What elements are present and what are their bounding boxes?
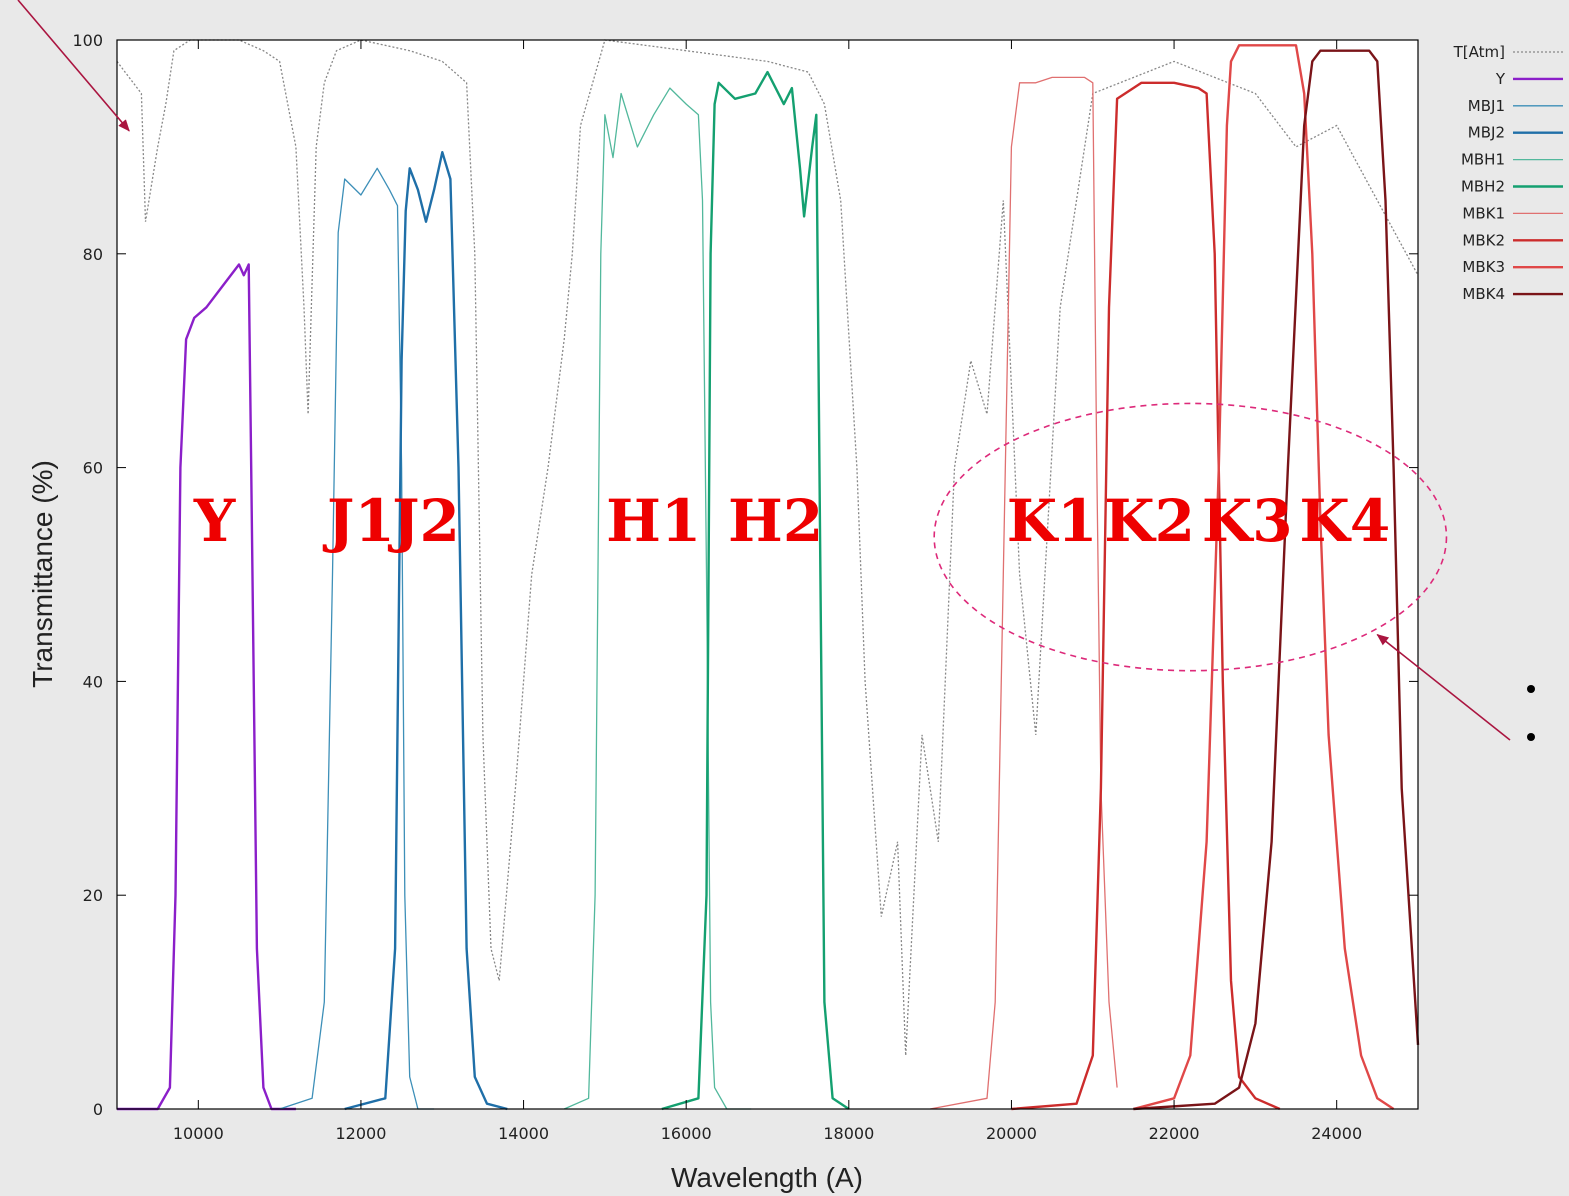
band-label-y: Y: [193, 487, 236, 555]
series-line-mbh2: [661, 70, 850, 1111]
series-line-mbj2: [344, 151, 508, 1111]
legend-label-tatm: T[Atm]: [1453, 43, 1505, 61]
band-label-j1: J1: [322, 487, 395, 555]
legend-label-mbk4: MBK4: [1462, 285, 1505, 303]
band-label-j2: J2: [387, 487, 460, 555]
legend-label-mbj2: MBJ2: [1468, 124, 1505, 142]
series-line-y: [117, 263, 296, 1111]
k-band-highlight-ellipse: [933, 402, 1448, 672]
plot-frame: [116, 39, 1419, 1110]
band-label-k2: K2: [1104, 487, 1195, 555]
y-tick-label: 20: [83, 886, 103, 905]
bullet-point-1: [1527, 685, 1535, 693]
legend-label-y: Y: [1495, 70, 1506, 88]
x-axis-title: Wavelength (A): [671, 1162, 863, 1193]
band-label-h1: H1: [606, 487, 701, 555]
x-tick-label: 14000: [498, 1124, 549, 1143]
series-line-mbj1: [279, 167, 435, 1110]
y-tick-label: 0: [93, 1100, 103, 1119]
band-label-h2: H2: [728, 487, 823, 555]
legend: T[Atm] Y MBJ1 MBJ2 MBH1 MBH2 MBK1 MBK2 MBK3 MBK4: [1453, 43, 1563, 303]
x-tick-label: 24000: [1311, 1124, 1362, 1143]
plot-background: [117, 40, 1418, 1109]
x-tick-label: 18000: [823, 1124, 874, 1143]
series-line-mbk1: [929, 76, 1118, 1110]
x-tick-label: 22000: [1149, 1124, 1200, 1143]
bullet-point-2: [1527, 733, 1535, 741]
x-tick-label: 12000: [335, 1124, 386, 1143]
axis-ticks: 10000 12000 14000 16000 18000 20000 22000 24000…: [72, 31, 1418, 1143]
x-tick-label: 10000: [173, 1124, 224, 1143]
x-tick-label: 16000: [661, 1124, 712, 1143]
y-tick-label: 80: [83, 245, 103, 264]
legend-label-mbj1: MBJ1: [1468, 97, 1505, 115]
x-tick-label: 20000: [986, 1124, 1037, 1143]
band-label-k1: K1: [1007, 487, 1098, 555]
legend-label-mbh1: MBH1: [1461, 151, 1505, 169]
filter-curves-layer: [117, 44, 1420, 1111]
y-tick-label: 60: [83, 459, 103, 478]
atmosphere-pointer-arrow: [17, 0, 130, 132]
series-line-atmosphere: [116, 39, 1419, 1056]
band-label-k4: K4: [1299, 487, 1390, 555]
legend-label-mbk2: MBK2: [1462, 231, 1505, 249]
legend-label-mbk3: MBK3: [1462, 258, 1505, 276]
k-band-pointer-arrow: [1376, 634, 1511, 741]
series-line-mbk2: [1011, 81, 1281, 1111]
legend-label-mbh2: MBH2: [1461, 178, 1505, 196]
band-label-k3: K3: [1202, 487, 1293, 555]
series-line-mbk3: [1133, 44, 1395, 1111]
legend-label-mbk1: MBK1: [1462, 204, 1505, 222]
y-axis-title: Transmittance (%): [27, 460, 58, 688]
y-tick-label: 40: [83, 672, 103, 691]
annotations: [17, 0, 1511, 741]
atmosphere-layer: [116, 39, 1419, 1056]
y-tick-label: 100: [72, 31, 103, 50]
series-line-mbk4: [1133, 49, 1420, 1111]
series-line-mbh1: [563, 87, 752, 1110]
